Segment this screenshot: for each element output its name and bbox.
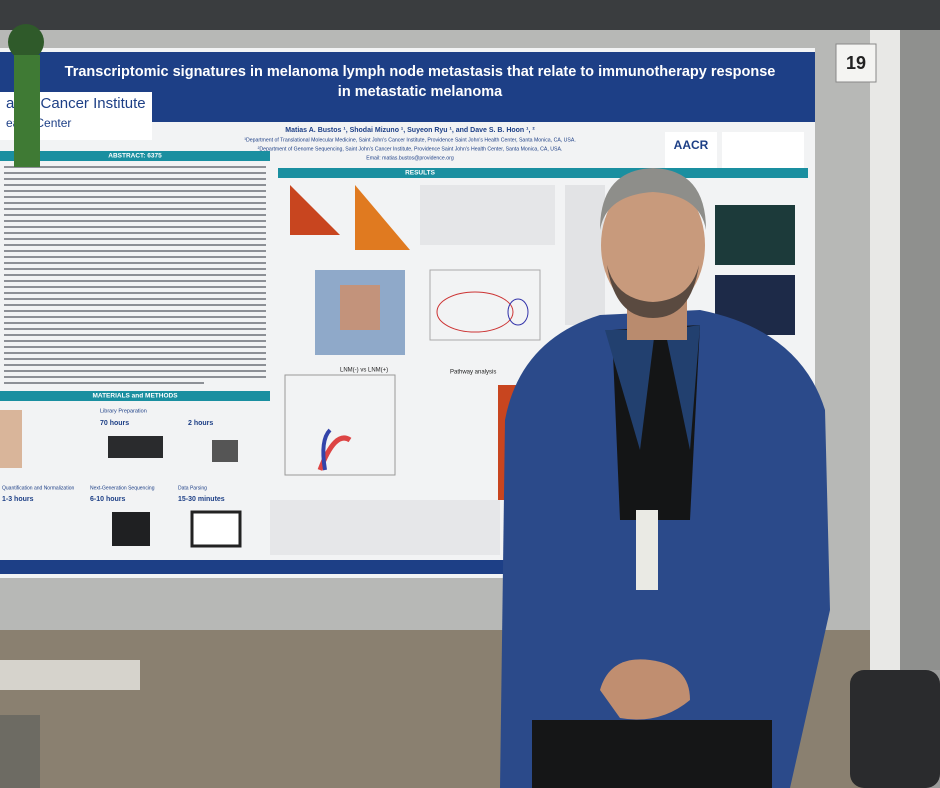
workflow-step: Next-Generation Sequencing	[90, 485, 155, 491]
face	[601, 177, 705, 313]
workflow-step: Library Preparation	[100, 408, 147, 414]
workflow-time: 70 hours	[100, 420, 129, 427]
pca-cluster	[507, 298, 529, 326]
pca-cluster	[436, 291, 514, 333]
workflow-step: Quantification and Normalization	[2, 485, 74, 491]
aacr-logo-box	[665, 132, 717, 172]
badge	[636, 510, 658, 590]
lapel	[605, 325, 700, 450]
figure-caption	[270, 500, 500, 555]
heatmap	[355, 185, 410, 250]
hands	[600, 659, 690, 720]
figure-label: Pathway analysis	[450, 370, 496, 376]
heatmap	[290, 185, 340, 235]
institute-name: ain's Cancer Institute	[6, 95, 146, 112]
ribbon-rosette	[8, 24, 44, 60]
instrument	[212, 440, 238, 462]
workflow-time: 1-3 hours	[2, 496, 34, 503]
pca-plot	[429, 269, 541, 341]
pole	[870, 30, 900, 690]
side-panel	[900, 30, 940, 670]
floor-sign	[0, 660, 140, 690]
affiliation: ²Department of Genome Sequencing, Saint …	[258, 146, 563, 152]
aacr-logo: AACR	[674, 138, 709, 152]
email: Email: matias.bustos@providence.org	[366, 155, 454, 161]
instrument	[112, 512, 150, 546]
section-bar	[0, 151, 270, 161]
poster-title: Transcriptomic signatures in melanoma ly…	[65, 64, 776, 80]
heatmap-block	[340, 285, 380, 330]
workflow-step: Data Parsing	[178, 485, 207, 491]
authors: Matias A. Bustos ¹, Shodai Mizuno ¹, Suy…	[285, 127, 535, 134]
ribbon	[14, 55, 40, 167]
sponsor-logo	[722, 132, 804, 172]
board-number-card	[835, 43, 877, 83]
trousers	[532, 720, 772, 788]
section-heading: MATERIALS and METHODS	[92, 393, 178, 400]
section-heading: ABSTRACT: 6375	[108, 153, 162, 160]
section-heading: RESULTS	[405, 170, 436, 177]
poster-title: in metastatic melanoma	[338, 84, 503, 100]
workflow-time: 15-30 minutes	[178, 496, 225, 503]
affiliation: ¹Department of Translational Molecular M…	[244, 137, 576, 143]
abstract-text	[4, 166, 266, 384]
section-bar	[0, 391, 270, 401]
monitor-icon	[190, 510, 242, 548]
workflow-time: 6-10 hours	[90, 496, 126, 503]
volcano-plot	[284, 374, 396, 476]
section-bar	[278, 168, 808, 178]
figure-caption	[420, 185, 555, 245]
volcano-points	[321, 428, 332, 471]
hair	[600, 168, 706, 230]
beard	[607, 265, 699, 318]
jacket	[500, 310, 830, 788]
workflow-time: 2 hours	[188, 420, 213, 427]
patient-icon	[0, 410, 22, 468]
instrument	[108, 436, 163, 458]
chair	[0, 715, 40, 788]
boxplots	[565, 185, 605, 325]
board-number: 19	[846, 53, 866, 73]
figure-label: LNM(-) vs LNM(+)	[340, 368, 388, 374]
backpack	[850, 670, 940, 788]
microscopy-image	[715, 205, 795, 265]
